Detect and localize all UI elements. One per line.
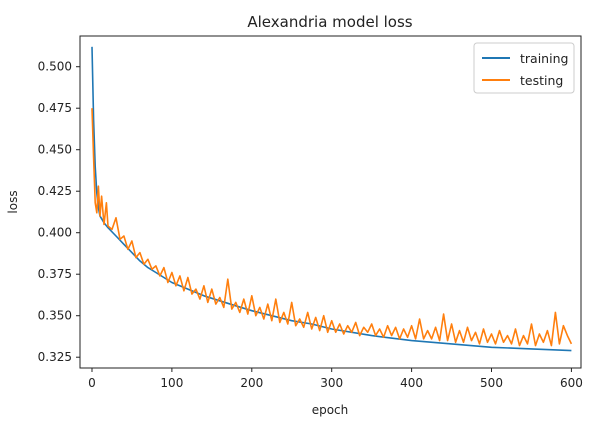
y-tick-label: 0.425 — [38, 184, 72, 198]
x-tick-label: 100 — [160, 376, 183, 390]
x-axis-label: epoch — [312, 403, 349, 417]
x-tick-label: 300 — [320, 376, 343, 390]
x-tick-label: 600 — [560, 376, 583, 390]
y-tick-label: 0.350 — [38, 309, 72, 323]
y-tick-label: 0.500 — [38, 60, 72, 74]
legend-label-testing: testing — [520, 73, 563, 88]
x-tick-label: 200 — [240, 376, 263, 390]
y-axis-label: loss — [6, 190, 20, 213]
y-tick-label: 0.325 — [38, 350, 72, 364]
x-tick-label: 400 — [400, 376, 423, 390]
y-tick-label: 0.450 — [38, 143, 72, 157]
chart-title: Alexandria model loss — [247, 13, 412, 31]
plot-frame — [79, 35, 582, 369]
y-tick-label: 0.400 — [38, 226, 72, 240]
x-axis: 0 100 200 300 400 500 600 — [88, 368, 583, 390]
y-tick-label: 0.375 — [38, 267, 72, 281]
x-tick-label: 0 — [88, 376, 96, 390]
series-line-testing — [91, 108, 573, 347]
legend: training testing — [473, 42, 575, 94]
y-tick-label: 0.475 — [38, 101, 72, 115]
y-axis: 0.325 0.350 0.375 0.400 0.425 0.450 0.475 0.500 — [38, 60, 80, 364]
legend-label-training: training — [520, 51, 568, 66]
x-tick-label: 500 — [480, 376, 503, 390]
